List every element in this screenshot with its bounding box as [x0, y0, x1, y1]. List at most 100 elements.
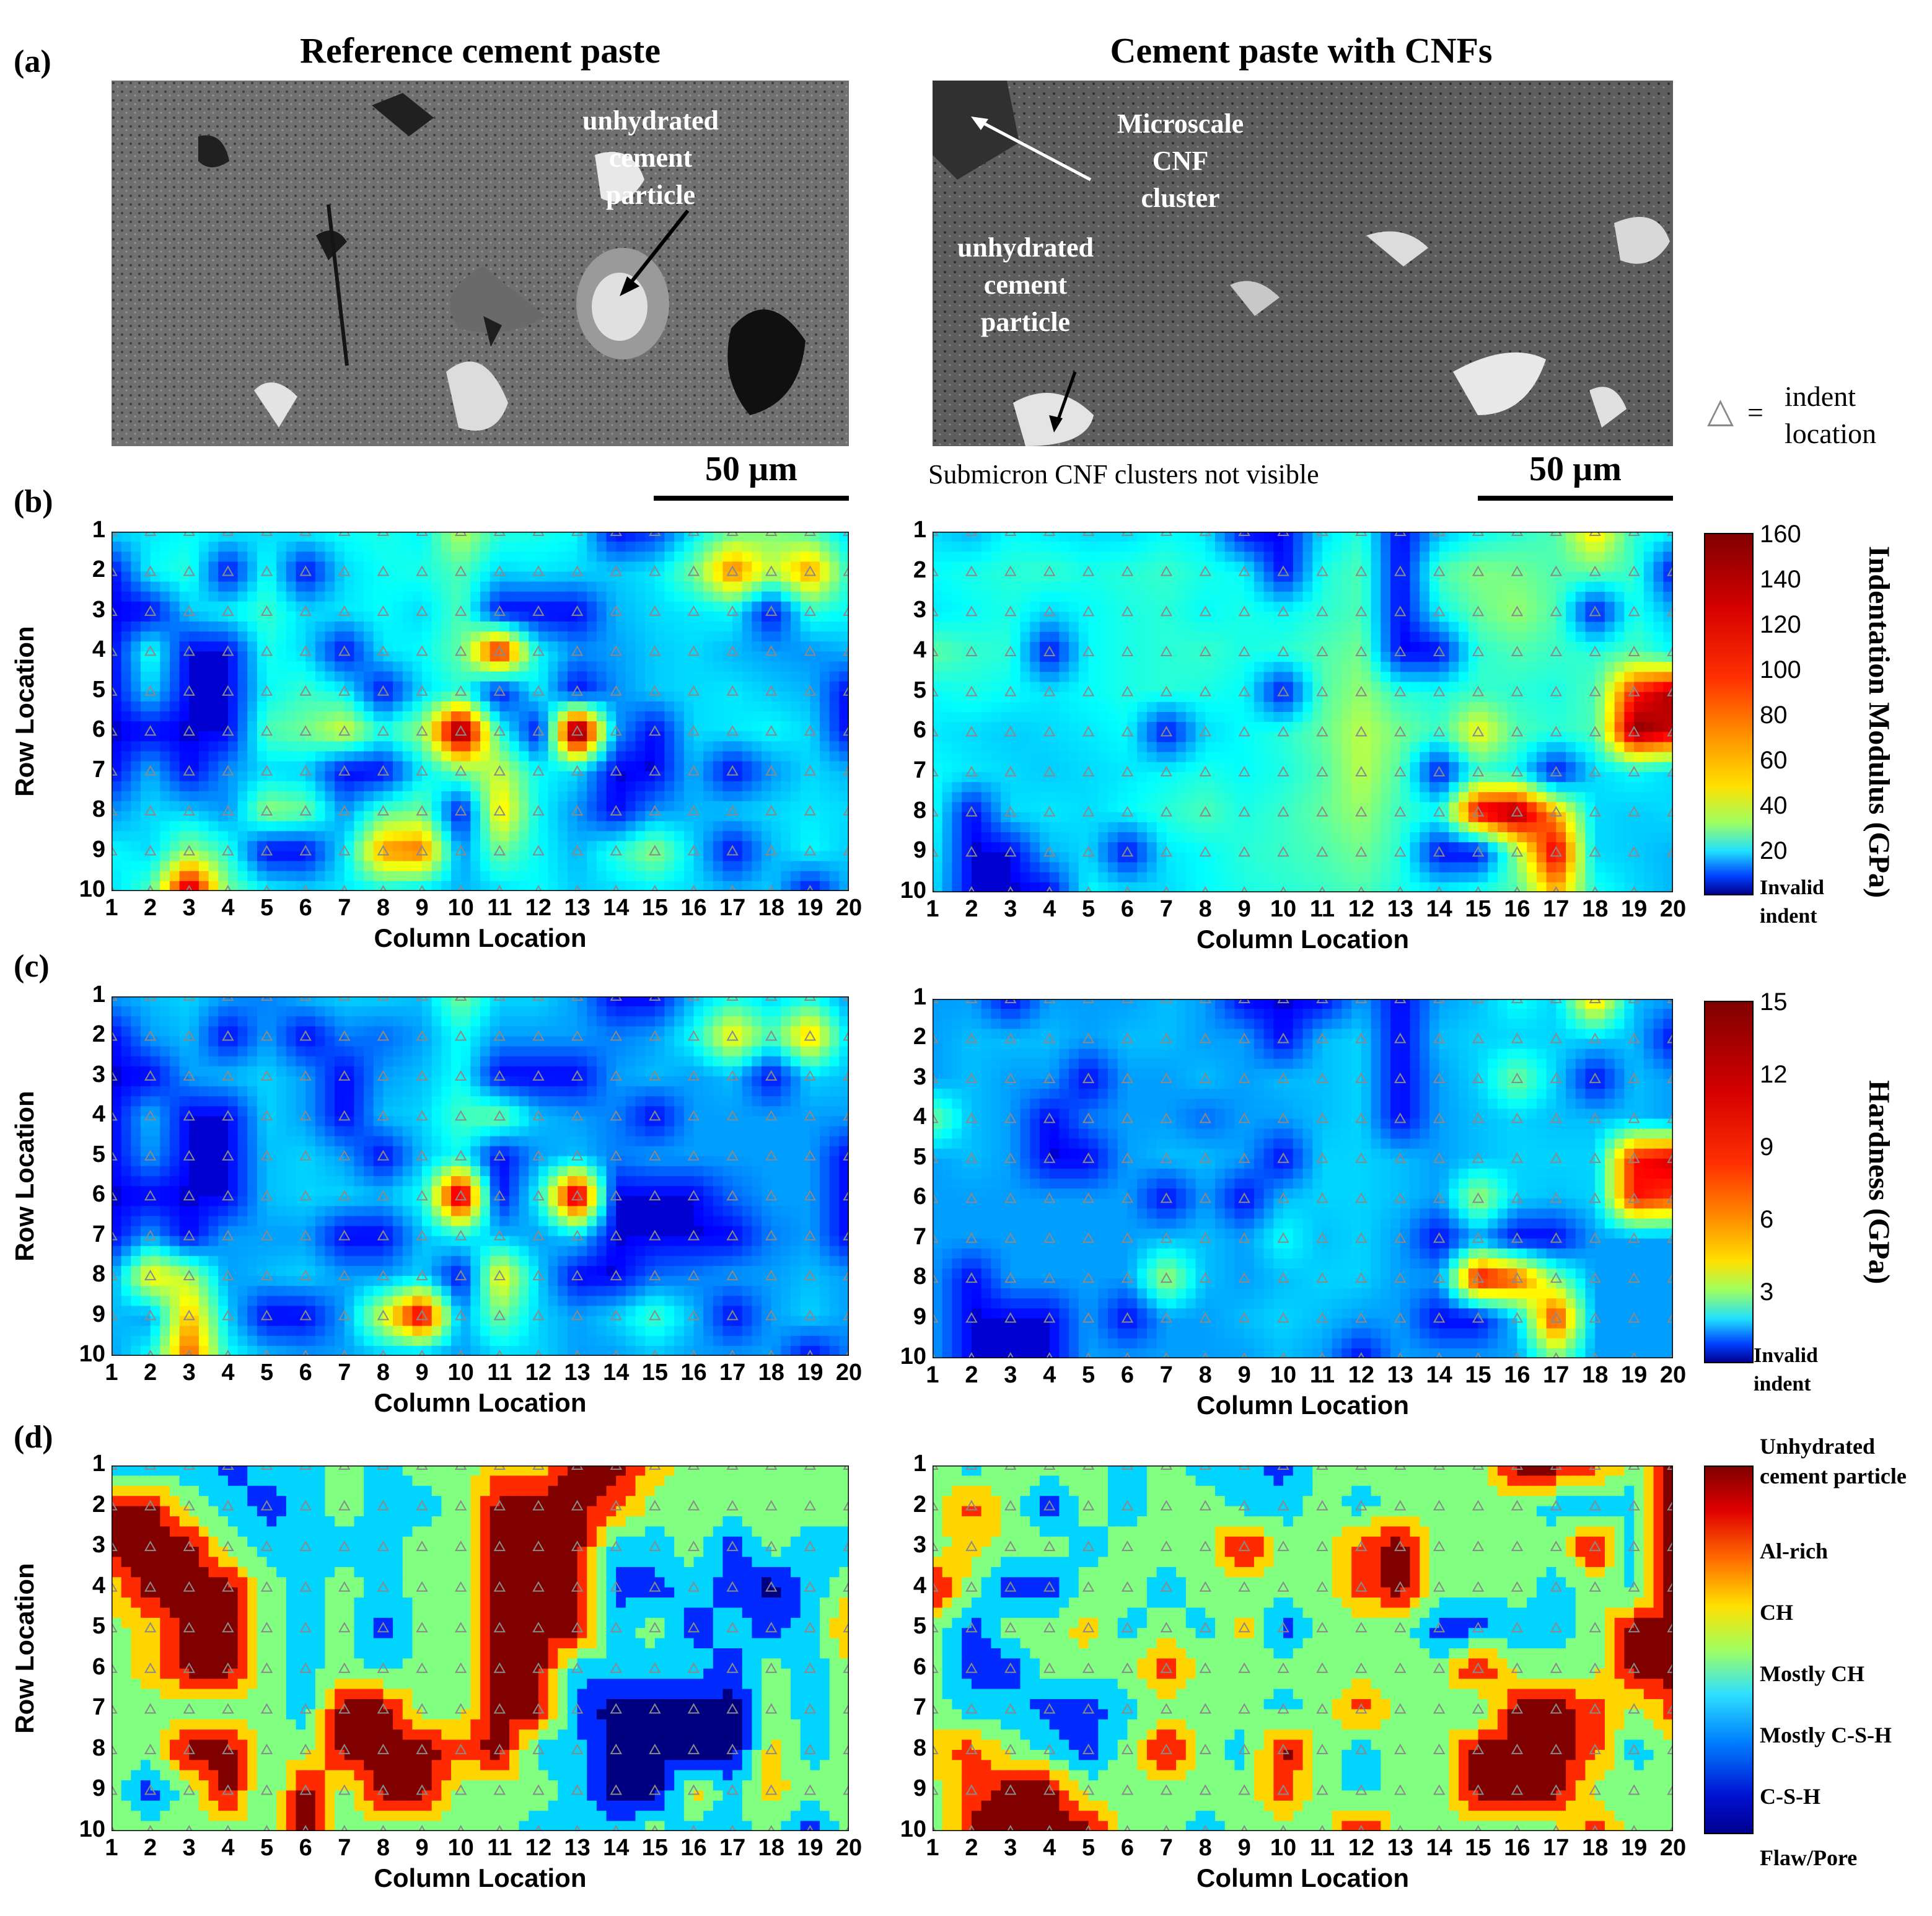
- heatmap-cell: [1234, 682, 1245, 693]
- heatmap-cell: [1185, 682, 1197, 693]
- heatmap-cell: [1273, 662, 1284, 672]
- heatmap-cell: [1137, 752, 1148, 763]
- heatmap-cell: [1536, 672, 1547, 683]
- heatmap-cell: [412, 681, 423, 692]
- heatmap-cell: [451, 721, 462, 732]
- heatmap-cell: [839, 591, 849, 602]
- heatmap-cell: [1546, 561, 1557, 573]
- heatmap-cell: [257, 851, 268, 862]
- heatmap-cell: [1663, 592, 1673, 602]
- heatmap-cell: [616, 761, 626, 772]
- heatmap-cell: [1088, 641, 1099, 653]
- heatmap-cell: [1205, 631, 1216, 643]
- heatmap-cell: [237, 532, 248, 542]
- heatmap-cell: [121, 711, 131, 722]
- heatmap-cell: [1332, 752, 1342, 763]
- heatmap-cell: [1575, 742, 1586, 753]
- heatmap-cell: [509, 552, 520, 562]
- heatmap-cell: [364, 771, 374, 782]
- heatmap-cell: [742, 601, 753, 612]
- heatmap-cell: [1585, 581, 1596, 592]
- heatmap-cell: [839, 861, 849, 872]
- heatmap-cell: [247, 581, 258, 592]
- heatmap-cell: [991, 682, 1001, 693]
- heatmap-cell: [441, 721, 452, 732]
- heatmap-cell: [1001, 532, 1011, 542]
- heatmap-cell: [422, 622, 433, 632]
- heatmap-cell: [781, 681, 791, 692]
- heatmap-cell: [1244, 722, 1255, 732]
- heatmap-cell: [1604, 612, 1615, 623]
- heatmap-cell: [1614, 662, 1625, 672]
- heatmap-cell: [305, 761, 316, 772]
- heatmap-cell: [529, 681, 539, 692]
- heatmap-cell: [683, 671, 695, 682]
- heatmap-cell: [305, 881, 316, 891]
- heatmap-cell: [1244, 592, 1255, 602]
- indent-marker: [804, 565, 817, 576]
- heatmap-cell: [1205, 782, 1216, 793]
- heatmap-cell: [402, 571, 413, 582]
- heatmap-cell: [266, 881, 277, 891]
- heatmap-cell: [952, 742, 962, 753]
- heatmap-cell: [952, 701, 962, 713]
- indent-marker: [493, 565, 506, 576]
- heatmap-cell: [771, 831, 781, 842]
- heatmap-cell: [1410, 742, 1420, 753]
- heatmap-cell: [393, 841, 403, 852]
- heatmap-cell: [567, 591, 578, 602]
- heatmap-cell: [1049, 561, 1060, 573]
- heatmap-cell: [664, 861, 675, 872]
- heatmap-cell: [1459, 602, 1469, 612]
- heatmap-cell: [1156, 542, 1167, 552]
- heatmap-cell: [451, 751, 462, 762]
- heatmap-cell: [1069, 532, 1079, 542]
- heatmap-cell: [1166, 542, 1177, 552]
- heatmap-cell: [169, 741, 180, 752]
- heatmap-cell: [1010, 612, 1021, 623]
- heatmap-cell: [1127, 792, 1138, 803]
- heatmap-cell: [1195, 701, 1206, 713]
- heatmap-cell: [1546, 652, 1557, 662]
- heatmap-cell: [1293, 752, 1304, 763]
- heatmap-cell: [1322, 592, 1333, 602]
- heatmap-cell: [1244, 612, 1255, 623]
- heatmap-cell: [654, 681, 665, 692]
- heatmap-cell: [1429, 571, 1440, 582]
- heatmap-cell: [1634, 542, 1644, 552]
- heatmap-cell: [131, 641, 141, 652]
- heatmap-cell: [1341, 672, 1352, 683]
- heatmap-cell: [606, 601, 617, 612]
- heatmap-cell: [519, 631, 529, 642]
- heatmap-cell: [412, 841, 423, 852]
- heatmap-cell: [1517, 732, 1527, 743]
- heatmap-cell: [1156, 701, 1167, 713]
- indent-marker: [338, 845, 351, 856]
- heatmap-cell: [1302, 662, 1313, 672]
- heatmap-cell: [732, 661, 743, 672]
- indent-marker: [338, 532, 351, 536]
- heatmap-cell: [218, 581, 229, 592]
- heatmap-cell: [558, 741, 568, 752]
- heatmap-cell: [1020, 612, 1030, 623]
- column-tick-label: 8: [376, 895, 390, 921]
- heatmap-cell: [509, 731, 520, 742]
- heatmap-cell: [1224, 742, 1236, 753]
- label-cnf-cluster: Microscale CNF cluster: [1117, 108, 1244, 213]
- heatmap-cell: [664, 542, 675, 552]
- heatmap-cell: [654, 841, 665, 852]
- heatmap-cell: [1195, 712, 1206, 723]
- heatmap-cell: [1283, 732, 1294, 743]
- heatmap-cell: [577, 641, 587, 652]
- heatmap-cell: [451, 571, 462, 582]
- heatmap-cell: [991, 662, 1001, 672]
- heatmap-cell: [1117, 712, 1128, 723]
- heatmap-cell: [1595, 641, 1605, 653]
- heatmap-cell: [1371, 602, 1381, 612]
- heatmap-cell: [286, 581, 297, 592]
- heatmap-cell: [538, 561, 549, 573]
- heatmap-cell: [189, 671, 200, 682]
- heatmap-cell: [373, 671, 384, 682]
- indent-marker: [377, 725, 390, 736]
- heatmap-cell: [1166, 792, 1177, 803]
